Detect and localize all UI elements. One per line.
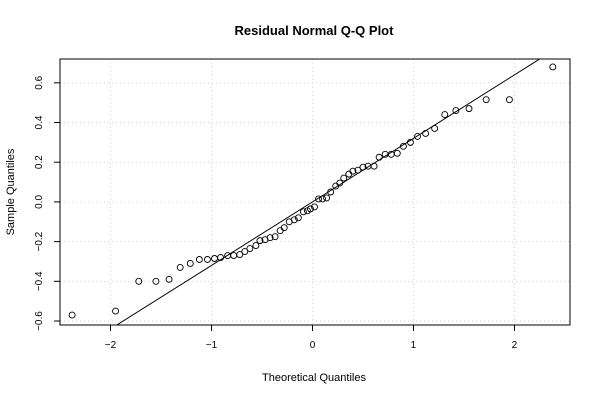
data-point [354, 166, 362, 174]
data-point [319, 195, 327, 203]
data-point [236, 251, 244, 258]
y-tick-label: −0.6 [34, 311, 45, 331]
data-point [327, 188, 335, 196]
data-point [307, 205, 314, 213]
x-axis-label: Theoretical Quantiles [262, 372, 366, 384]
data-point [299, 208, 307, 216]
data-point [294, 214, 302, 222]
grid [60, 59, 570, 325]
data-point [315, 195, 322, 203]
data-point [256, 237, 264, 245]
data-point [323, 194, 331, 202]
reference-line-group [115, 59, 541, 325]
data-point [505, 96, 513, 104]
data-point [375, 153, 383, 161]
data-point [112, 307, 119, 315]
y-tick-label: 0.2 [34, 155, 45, 169]
data-point [195, 256, 203, 263]
data-point [399, 142, 407, 150]
data-point [186, 260, 194, 267]
data-point [135, 277, 143, 285]
data-point [176, 263, 184, 271]
data-point [465, 105, 473, 113]
reference-line [115, 59, 541, 325]
y-tick-label: 0.4 [34, 115, 45, 129]
y-tick-label: −0.2 [34, 231, 45, 251]
chart-title: Residual Normal Q-Q Plot [235, 23, 395, 38]
x-tick-label: 1 [411, 340, 417, 351]
data-point [336, 179, 344, 187]
data-point [203, 256, 211, 263]
data-point [217, 254, 225, 261]
data-point [482, 96, 490, 104]
data-point [549, 63, 557, 71]
data-point [165, 275, 173, 283]
x-tick-label: −2 [105, 340, 117, 351]
data-point [431, 125, 439, 132]
data-point [246, 245, 254, 253]
data-point [290, 216, 298, 224]
data-point [252, 242, 260, 250]
data-point [68, 311, 76, 319]
data-point [406, 138, 414, 146]
data-point [414, 132, 421, 140]
data-point [266, 234, 274, 242]
y-tick-label: 0.0 [34, 195, 45, 209]
y-tick-label: 0.6 [34, 75, 45, 89]
data-point [311, 203, 318, 211]
data-point [393, 149, 401, 157]
data-point [370, 162, 378, 170]
x-tick-label: 2 [512, 340, 518, 351]
data-point [359, 163, 367, 171]
y-tick-label: −0.4 [34, 271, 45, 291]
data-point [349, 167, 357, 175]
data-point [152, 277, 160, 285]
data-point [280, 224, 288, 232]
data-point [422, 129, 430, 137]
data-point [452, 107, 460, 115]
data-point [241, 248, 249, 256]
data-point [441, 111, 449, 119]
x-axis: −2 −1 0 1 2 [105, 324, 518, 351]
y-axis: −0.6 −0.4 −0.2 0.0 0.2 0.4 0.6 [34, 75, 61, 331]
y-axis-label: Sample Quantiles [5, 148, 17, 235]
x-tick-label: 0 [310, 340, 316, 351]
data-point [340, 174, 348, 182]
x-tick-label: −1 [206, 340, 218, 351]
data-points [68, 63, 557, 319]
data-point [271, 233, 279, 241]
